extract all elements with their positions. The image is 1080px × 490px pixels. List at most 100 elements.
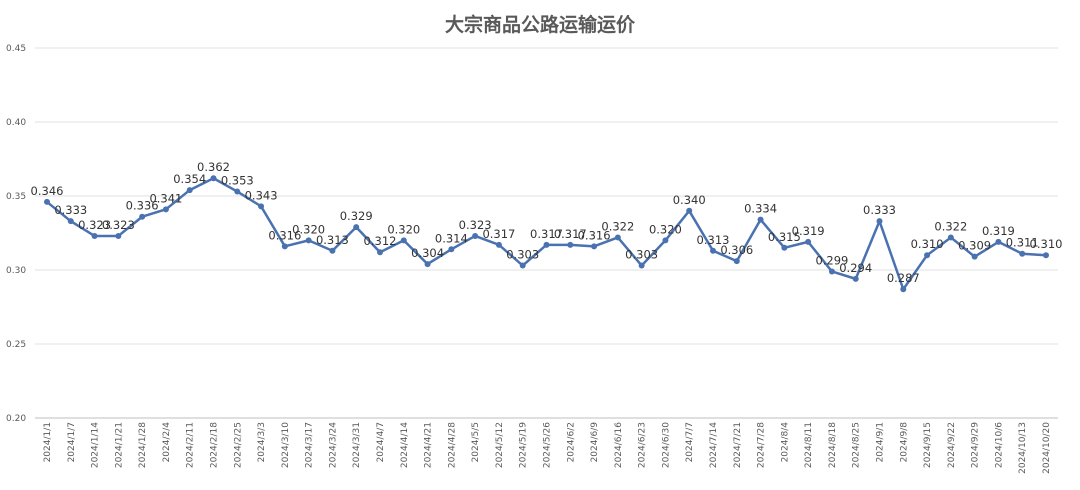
- data-point: [186, 187, 193, 194]
- x-tick-label: 2024/5/19: [519, 422, 529, 468]
- x-tick-label: 2024/4/14: [400, 422, 410, 468]
- data-label: 0.319: [982, 224, 1015, 238]
- y-tick-label: 0.20: [6, 414, 26, 424]
- data-point: [472, 232, 479, 239]
- x-tick-label: 2024/9/1: [876, 422, 886, 462]
- x-tick-label: 2024/7/7: [685, 422, 695, 462]
- data-point: [971, 253, 978, 260]
- x-tick-label: 2024/7/14: [709, 422, 719, 468]
- data-point: [733, 258, 740, 265]
- data-point: [852, 275, 859, 282]
- data-point: [329, 247, 336, 254]
- data-label: 0.329: [340, 209, 373, 223]
- data-point: [400, 237, 407, 244]
- x-tick-label: 2024/4/7: [376, 422, 386, 462]
- x-tick-label: 2024/9/15: [923, 422, 933, 468]
- data-label: 0.333: [863, 203, 896, 217]
- data-point: [995, 238, 1002, 245]
- x-tick-label: 2024/1/28: [138, 422, 148, 468]
- data-label: 0.323: [102, 218, 135, 232]
- chart-title: 大宗商品公路运输运价: [444, 14, 635, 36]
- x-tick-label: 2024/6/23: [638, 422, 648, 468]
- x-tick-label: 2024/3/31: [352, 422, 362, 468]
- data-label: 0.316: [578, 228, 611, 242]
- data-label: 0.362: [197, 160, 230, 174]
- data-label: 0.346: [31, 184, 64, 198]
- x-tick-label: 2024/5/12: [495, 422, 505, 468]
- data-label: 0.309: [958, 239, 991, 253]
- data-point: [638, 262, 645, 269]
- data-label: 0.341: [149, 191, 182, 205]
- data-label: 0.314: [435, 231, 468, 245]
- x-tick-label: 2024/1/21: [114, 422, 124, 468]
- data-label: 0.306: [720, 243, 753, 257]
- data-label: 0.313: [316, 233, 349, 247]
- data-label: 0.311: [1006, 236, 1039, 250]
- x-tick-label: 2024/8/18: [828, 422, 838, 468]
- data-point: [805, 238, 812, 245]
- x-tick-label: 2024/1/1: [43, 422, 53, 462]
- x-tick-label: 2024/9/22: [947, 422, 957, 468]
- data-point: [162, 206, 169, 213]
- x-tick-label: 2024/5/5: [471, 422, 481, 462]
- x-tick-label: 2024/6/9: [590, 422, 600, 463]
- data-point: [495, 241, 502, 248]
- data-label: 0.323: [459, 218, 492, 232]
- data-label: 0.354: [173, 172, 206, 186]
- data-point: [210, 175, 217, 182]
- y-tick-label: 0.40: [6, 118, 26, 128]
- y-tick-label: 0.30: [6, 266, 26, 276]
- y-tick-label: 0.35: [6, 192, 26, 202]
- data-point: [1043, 252, 1049, 259]
- data-point: [947, 234, 954, 241]
- data-label: 0.333: [54, 203, 87, 217]
- data-label: 0.310: [1030, 237, 1063, 251]
- data-label: 0.334: [744, 202, 777, 216]
- data-point: [828, 268, 835, 275]
- data-point: [377, 249, 383, 256]
- x-tick-label: 2024/6/2: [566, 422, 576, 462]
- data-label: 0.319: [792, 224, 825, 238]
- data-point: [115, 232, 122, 239]
- data-label: 0.322: [934, 219, 967, 233]
- data-point: [924, 252, 931, 259]
- x-tick-label: 2024/2/18: [210, 422, 220, 468]
- y-tick-label: 0.45: [6, 44, 26, 54]
- x-tick-label: 2024/3/3: [257, 422, 267, 462]
- data-label: 0.310: [911, 237, 944, 251]
- x-tick-label: 2024/2/11: [186, 422, 196, 468]
- data-point: [519, 262, 526, 269]
- data-label: 0.343: [245, 188, 278, 202]
- data-point: [757, 216, 764, 223]
- data-point: [662, 237, 669, 244]
- x-tick-label: 2024/6/16: [614, 422, 624, 468]
- data-point: [305, 237, 312, 244]
- x-tick-label: 2024/6/30: [661, 422, 671, 468]
- data-point: [543, 241, 550, 248]
- data-point: [44, 198, 50, 205]
- data-label: 0.312: [364, 234, 397, 248]
- data-point: [353, 224, 360, 231]
- x-tick-label: 2024/3/17: [305, 422, 315, 468]
- x-tick-label: 2024/3/10: [281, 422, 291, 468]
- data-point: [614, 234, 621, 241]
- data-point: [876, 218, 883, 225]
- x-tick-label: 2024/7/28: [757, 422, 767, 468]
- data-label: 0.320: [649, 222, 682, 236]
- data-label: 0.303: [506, 248, 539, 262]
- x-tick-label: 2024/10/6: [994, 422, 1004, 468]
- data-point: [424, 261, 431, 268]
- x-tick-label: 2024/9/8: [899, 422, 909, 463]
- x-tick-label: 2024/1/14: [91, 422, 101, 468]
- data-label: 0.316: [268, 228, 301, 242]
- data-point: [686, 207, 693, 214]
- data-point: [1019, 250, 1026, 257]
- data-label: 0.287: [887, 271, 920, 285]
- data-label: 0.336: [126, 199, 159, 213]
- data-point: [448, 246, 455, 253]
- data-label: 0.320: [387, 222, 420, 236]
- data-point: [900, 286, 907, 293]
- data-point: [234, 188, 241, 195]
- x-tick-label: 2024/10/20: [1042, 422, 1052, 474]
